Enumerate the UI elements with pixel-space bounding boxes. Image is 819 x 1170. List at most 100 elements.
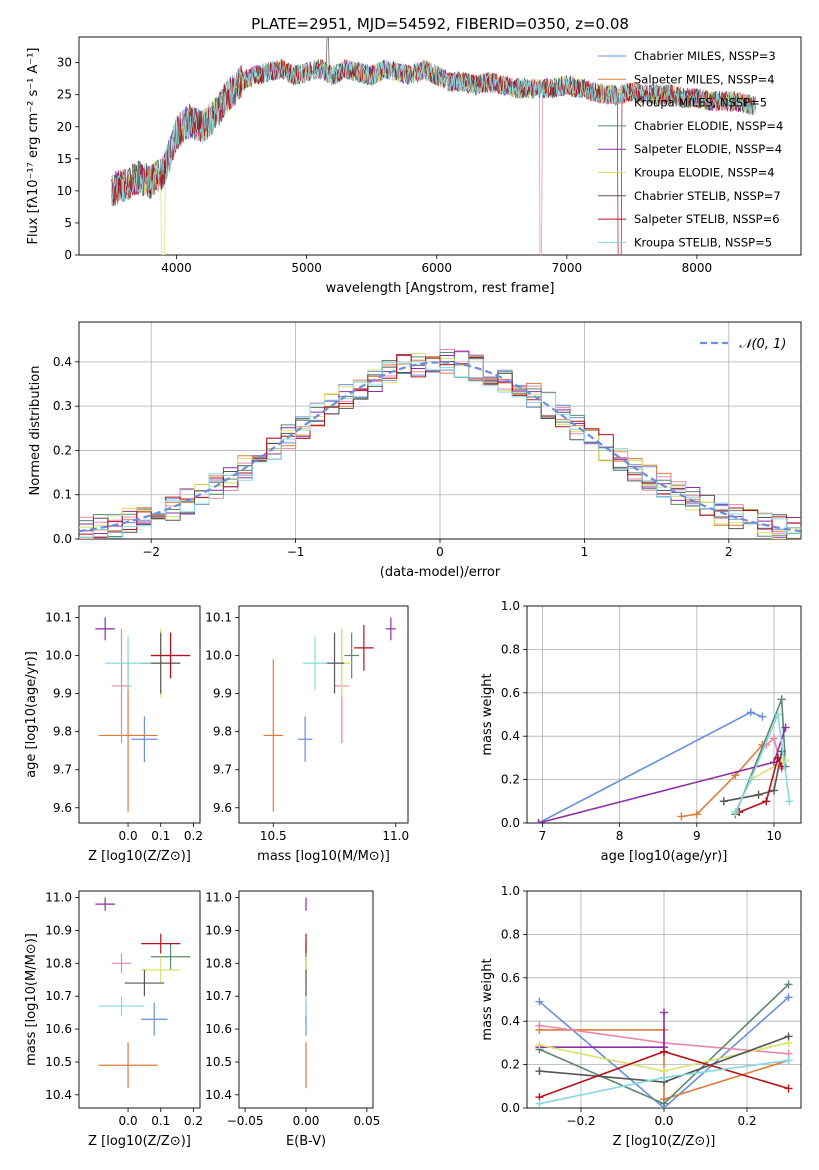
y-tick-label: 9.8 <box>213 725 232 739</box>
x-tick-label: 8 <box>616 829 624 843</box>
legend-label: Chabrier STELIB, NSSP=7 <box>634 189 781 203</box>
x-axis-label: Z [log10(Z/Z⊙)] <box>88 849 191 864</box>
axes-frame <box>238 605 409 824</box>
y-tick-label: 0.2 <box>501 773 520 787</box>
x-tick-label: 10.5 <box>260 829 287 843</box>
x-tick-label: 2 <box>725 545 733 559</box>
x-tick-label: −0.2 <box>566 1114 595 1128</box>
spectrum-series-line <box>111 59 756 203</box>
x-axis-label: E(B-V) <box>286 1134 326 1149</box>
x-tick-label: 9 <box>693 829 701 843</box>
y-tick-label: 0.4 <box>53 355 72 369</box>
y-tick-label: 0.3 <box>53 399 72 413</box>
weight-panel: −0.2 0.0 0.2 0.0 0.2 0.4 0.6 0.8 1.0 Z [log10(Z/Z… <box>480 884 802 1149</box>
y-tick-label: 0.4 <box>501 1014 520 1028</box>
x-axis-label: Z [log10(Z/Z⊙)] <box>88 1134 191 1149</box>
legend-label: Chabrier MILES, NSSP=3 <box>634 49 776 63</box>
plot-area <box>79 349 801 539</box>
y-tick-label: 10.5 <box>205 1055 232 1069</box>
x-tick-label: 0.1 <box>151 1114 170 1128</box>
y-tick-label: 1.0 <box>501 599 520 613</box>
legend-label: 𝒩(0, 1) <box>739 337 786 352</box>
scatter-panel: 0.0 0.1 0.2 10.4 10.5 10.6 10.7 10.8 10.9 11.0 Z [… <box>24 890 203 1149</box>
figure-title: PLATE=2951, MJD=54592, FIBERID=0350, z=0… <box>251 15 629 33</box>
histogram-series-step <box>79 356 801 539</box>
legend-label: Kroupa STELIB, NSSP=5 <box>634 235 772 249</box>
x-axis-label: wavelength [Angstrom, rest frame] <box>326 281 555 296</box>
x-tick-label: 0.2 <box>737 1114 756 1128</box>
y-tick-label: 9.9 <box>53 687 72 701</box>
y-tick-label: 20 <box>57 120 72 134</box>
x-tick-label: 7000 <box>552 261 583 275</box>
axes-frame <box>526 605 802 824</box>
plot-layer: 4000 5000 6000 7000 8000051015202530waveleng… <box>24 36 802 1149</box>
weight-series-line <box>538 996 790 1108</box>
y-tick-label: 10.9 <box>205 923 232 937</box>
y-tick-label: 0.6 <box>501 971 520 985</box>
y-tick-label: 0.4 <box>501 729 520 743</box>
histogram-series-step <box>79 354 801 538</box>
plot-area <box>263 617 396 812</box>
y-tick-label: 10.6 <box>205 1022 232 1036</box>
y-tick-label: 0.0 <box>53 532 72 546</box>
y-axis-label: Flux [fλ10⁻¹⁷ erg cm⁻² s⁻¹ A⁻¹] <box>26 48 41 245</box>
y-tick-label: 10.1 <box>205 610 232 624</box>
y-axis-label: age [log10(age/yr)] <box>24 651 39 778</box>
x-tick-label: 11.0 <box>382 829 409 843</box>
plot-area <box>534 695 794 823</box>
y-tick-label: 9.9 <box>213 687 232 701</box>
weight-series-line <box>539 1029 789 1101</box>
axes-frame <box>238 890 374 1109</box>
legend-label: Salpeter ELODIE, NSSP=4 <box>634 142 782 156</box>
y-axis-label: mass weight <box>480 958 495 1040</box>
scatter-panel: 10.5 11.0 9.6 9.7 9.8 9.9 10.0 10.1 mass [log10(… <box>205 605 409 864</box>
y-tick-label: 0.1 <box>53 488 72 502</box>
y-tick-label: 0.0 <box>501 816 520 830</box>
plot-area <box>535 980 793 1108</box>
y-tick-label: 0.2 <box>53 443 72 457</box>
y-tick-label: 0.6 <box>501 686 520 700</box>
y-tick-label: 0.0 <box>501 1101 520 1115</box>
y-tick-label: 1.0 <box>501 884 520 898</box>
x-tick-label: 10 <box>766 829 781 843</box>
y-tick-label: 10.7 <box>205 989 232 1003</box>
axes-frame <box>78 321 802 540</box>
weight-series-line <box>739 755 783 813</box>
y-tick-label: 10.1 <box>45 610 72 624</box>
plot-area <box>95 617 191 812</box>
y-tick-label: 10.9 <box>45 923 72 937</box>
plot-area <box>305 897 307 1089</box>
y-tick-label: 10.0 <box>205 648 232 662</box>
y-tick-label: 9.6 <box>53 801 72 815</box>
spectrum-panel: 4000 5000 6000 7000 8000 0 5 10 15 20 25 30 waveleng… <box>26 36 802 296</box>
y-tick-label: 10.6 <box>45 1022 72 1036</box>
y-tick-label: 10 <box>57 184 72 198</box>
legend-label: Chabrier ELODIE, NSSP=4 <box>634 119 783 133</box>
x-tick-label: −0.05 <box>227 1114 264 1128</box>
x-axis-label: age [log10(age/yr)] <box>601 849 728 864</box>
y-tick-label: 10.4 <box>205 1088 232 1102</box>
y-tick-label: 9.8 <box>53 725 72 739</box>
y-tick-label: 5 <box>64 216 72 230</box>
x-tick-label: 8000 <box>682 261 713 275</box>
y-tick-label: 9.7 <box>213 763 232 777</box>
x-tick-label: 0.00 <box>293 1114 320 1128</box>
gaussian-reference-curve <box>79 361 801 533</box>
x-tick-label: 7 <box>539 829 547 843</box>
y-tick-label: 10.7 <box>45 989 72 1003</box>
weight-panel: 7 8 9 10 0.0 0.2 0.4 0.6 0.8 1.0 age [log10(age/yr… <box>480 599 802 864</box>
legend-label: Salpeter STELIB, NSSP=6 <box>634 212 780 226</box>
weight-series-line <box>681 744 763 818</box>
y-tick-label: 11.0 <box>45 891 72 905</box>
x-tick-label: −1 <box>287 545 305 559</box>
y-tick-label: 0 <box>64 248 72 262</box>
weight-series-line <box>723 751 783 803</box>
y-tick-label: 10.0 <box>45 648 72 662</box>
axes-frame <box>78 890 201 1109</box>
x-tick-label: 4000 <box>161 261 192 275</box>
y-tick-label: 10.8 <box>205 956 232 970</box>
y-tick-label: 10.8 <box>45 956 72 970</box>
x-tick-label: 0.1 <box>151 829 170 843</box>
y-tick-label: 30 <box>57 56 72 70</box>
